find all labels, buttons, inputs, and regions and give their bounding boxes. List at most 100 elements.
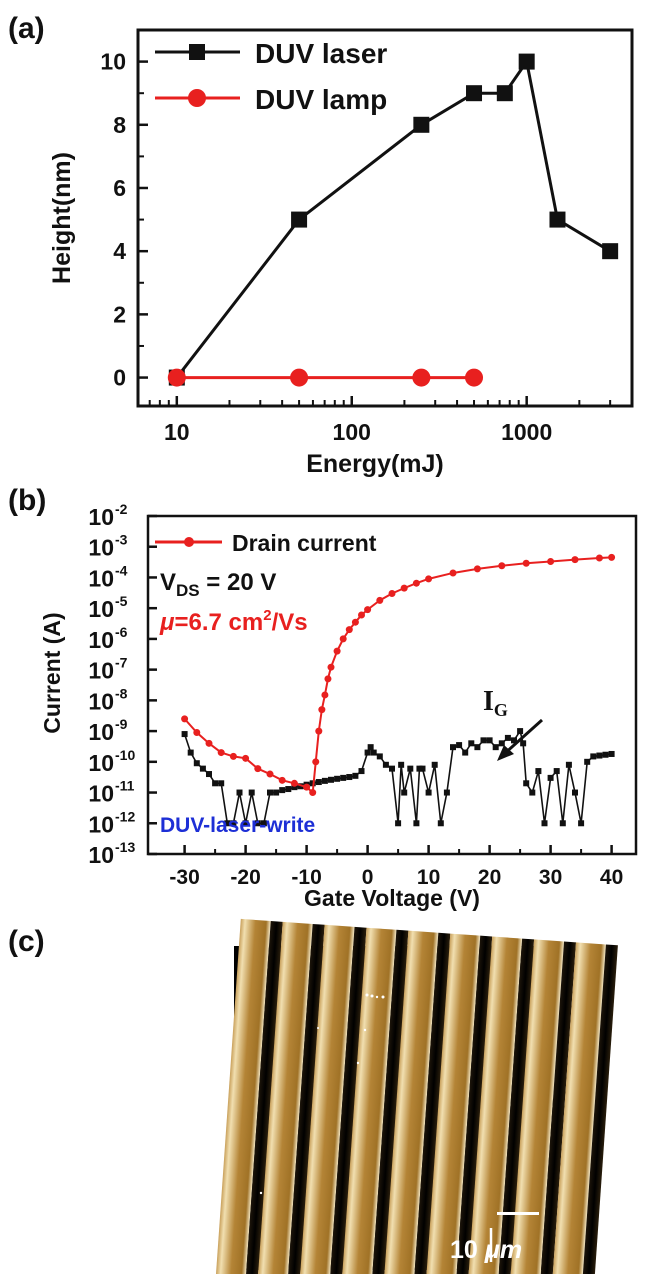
data-point-drain bbox=[522, 559, 530, 567]
data-point-drain bbox=[388, 590, 396, 598]
data-point-drain bbox=[290, 779, 298, 787]
data-point-drain bbox=[324, 675, 332, 683]
micrograph-gap bbox=[538, 941, 577, 1274]
data-point-gate bbox=[572, 789, 578, 796]
y-tick-label-b: 10 bbox=[88, 504, 114, 530]
y-tick-label-a: 2 bbox=[113, 301, 126, 327]
data-point-gate bbox=[425, 789, 432, 796]
legend-marker-drain bbox=[184, 537, 194, 547]
legend-label-lamp: DUV lamp bbox=[255, 84, 387, 115]
y-tick-label-a: 6 bbox=[113, 175, 126, 201]
micrograph-gap bbox=[580, 944, 618, 1274]
data-point-gate bbox=[608, 750, 615, 757]
data-point-gate bbox=[529, 789, 536, 796]
data-point-drain bbox=[266, 770, 274, 778]
y-tick-exponent-b: -4 bbox=[115, 562, 128, 578]
chart-b-legend: Drain current bbox=[155, 530, 377, 556]
x-tick-label-b: -30 bbox=[169, 866, 199, 889]
chart-a: 10 100 1000 0 2 4 6 8 10 DUV laser DUV lamp Ener… bbox=[48, 28, 634, 478]
chart-b-ylabel: Current (A) bbox=[39, 612, 65, 733]
y-tick-label-b: 10 bbox=[88, 719, 114, 745]
data-point-gate bbox=[297, 783, 304, 790]
data-point-drain bbox=[181, 715, 189, 723]
data-point-drain bbox=[333, 647, 341, 655]
micrograph-stripe bbox=[341, 927, 397, 1274]
data-point-gate bbox=[212, 780, 219, 787]
data-point-drain bbox=[425, 575, 433, 583]
data-point-gate bbox=[462, 749, 469, 756]
y-tick-exponent-b: -10 bbox=[115, 747, 135, 763]
data-point-gate bbox=[401, 789, 408, 796]
data-point-lamp bbox=[412, 368, 431, 387]
micrograph-stripe bbox=[467, 936, 523, 1274]
data-point-gate bbox=[364, 749, 371, 756]
micrograph-gap bbox=[287, 923, 325, 1274]
data-point-gate bbox=[218, 780, 225, 787]
chart-b-xlabel: Gate Voltage (V) bbox=[304, 885, 480, 911]
data-point-laser bbox=[549, 211, 566, 228]
ig-arrow-shaft bbox=[501, 718, 544, 757]
micrograph-gap bbox=[371, 929, 409, 1274]
y-tick-exponent-b: -8 bbox=[115, 685, 128, 701]
y-tick-exponent-b: -5 bbox=[115, 593, 128, 609]
data-point-gate bbox=[328, 776, 334, 783]
chart-b-frame bbox=[146, 514, 638, 856]
data-point-gate bbox=[492, 744, 499, 751]
scale-bar bbox=[497, 1212, 539, 1215]
data-point-gate bbox=[443, 789, 450, 796]
y-tick-label-a: 4 bbox=[113, 238, 126, 264]
data-point-drain bbox=[339, 635, 347, 643]
data-point-gate bbox=[260, 820, 267, 827]
panel-a-letter: (a) bbox=[8, 12, 45, 45]
data-point-gate bbox=[248, 789, 255, 796]
data-point-drain bbox=[312, 758, 320, 766]
data-point-gate bbox=[367, 744, 374, 751]
data-point-gate bbox=[431, 761, 438, 768]
data-point-gate bbox=[565, 761, 572, 768]
data-point-gate bbox=[486, 737, 493, 744]
data-point-lamp bbox=[465, 368, 484, 387]
y-tick-exponent-b: -3 bbox=[115, 532, 128, 548]
y-tick-exponent-b: -9 bbox=[115, 716, 128, 732]
micrograph-stripe bbox=[425, 933, 481, 1274]
data-point-laser bbox=[518, 53, 535, 70]
data-point-gate bbox=[352, 772, 359, 779]
data-point-gate bbox=[474, 744, 481, 751]
data-point-drain bbox=[449, 569, 457, 577]
data-point-gate bbox=[285, 786, 292, 793]
data-point-gate bbox=[553, 768, 560, 775]
data-point-drain bbox=[608, 553, 616, 561]
data-point-gate bbox=[273, 789, 280, 796]
data-point-gate bbox=[187, 749, 194, 756]
data-point-drain bbox=[595, 554, 603, 562]
data-point-drain bbox=[309, 789, 317, 797]
data-point-drain bbox=[318, 706, 326, 714]
data-point-drain bbox=[345, 626, 353, 634]
data-point-drain bbox=[229, 752, 237, 760]
data-point-gate bbox=[370, 749, 377, 756]
data-point-gate bbox=[334, 775, 341, 782]
data-point-drain bbox=[547, 558, 555, 566]
data-point-gate bbox=[437, 820, 444, 827]
data-point-gate bbox=[480, 737, 487, 744]
y-tick-label-b: 10 bbox=[88, 658, 114, 684]
data-point-gate bbox=[398, 761, 405, 768]
data-point-drain bbox=[473, 565, 481, 573]
data-point-drain bbox=[376, 596, 384, 604]
x-tick-label-b: -20 bbox=[230, 866, 260, 889]
mobility-annotation: μ=6.7 cm2/Vs bbox=[159, 607, 308, 636]
y-tick-exponent-b: -2 bbox=[115, 501, 128, 517]
data-point-drain bbox=[303, 783, 311, 791]
panel-b-letter: (b) bbox=[8, 484, 47, 517]
data-point-gate bbox=[456, 742, 463, 749]
data-point-drain bbox=[358, 611, 365, 619]
y-tick-exponent-b: -6 bbox=[115, 624, 128, 640]
data-point-gate bbox=[578, 820, 585, 827]
micrograph-image: 10 μm bbox=[215, 918, 618, 1274]
data-point-gate bbox=[358, 768, 365, 775]
y-tick-exponent-b: -11 bbox=[115, 778, 135, 794]
ig-annotation: IG bbox=[483, 686, 508, 720]
y-tick-label-b: 10 bbox=[88, 781, 114, 807]
chart-a-xlabel: Energy(mJ) bbox=[306, 450, 444, 478]
